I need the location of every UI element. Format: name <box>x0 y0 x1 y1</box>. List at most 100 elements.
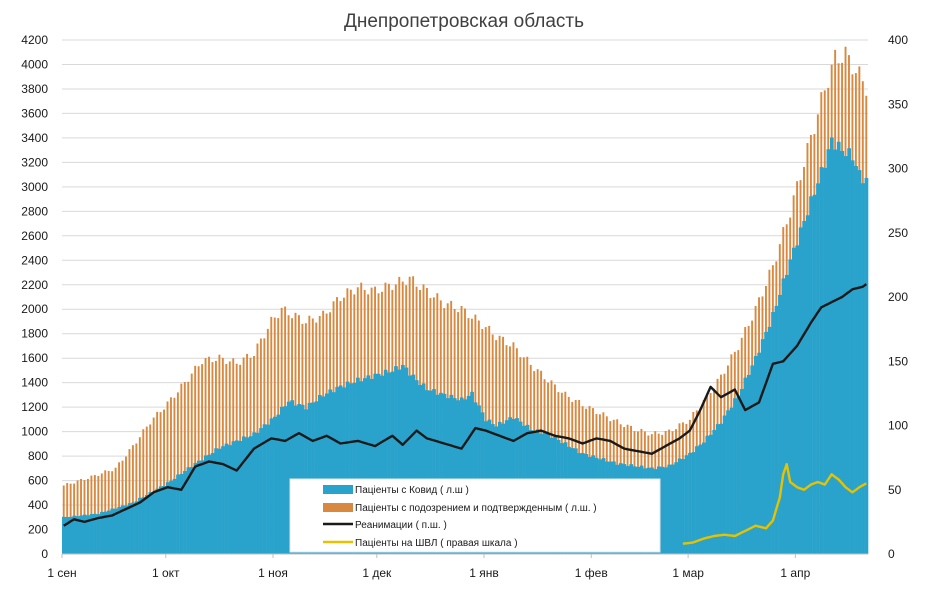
left-tick-label-11: 2200 <box>21 278 48 292</box>
suspected-bar-22 <box>138 437 141 554</box>
covid-bar-40 <box>200 460 205 554</box>
suspected-bar-40 <box>201 364 204 554</box>
covid-bar-18 <box>124 505 129 554</box>
right-tick-label-8: 400 <box>888 33 908 47</box>
covid-bar-200 <box>753 356 758 554</box>
covid-bar-111 <box>445 398 450 554</box>
covid-bar-72 <box>311 402 315 554</box>
legend-swatch-suspected <box>323 503 353 512</box>
covid-bar-180 <box>684 455 689 554</box>
left-tick-label-7: 1400 <box>21 376 48 390</box>
covid-bar-114 <box>456 400 461 554</box>
covid-bar-221 <box>826 149 831 555</box>
left-tick-label-18: 3600 <box>21 106 48 120</box>
covid-bar-25 <box>148 491 153 554</box>
covid-bar-6 <box>82 514 87 554</box>
covid-bar-66 <box>290 400 295 554</box>
suspected-bar-37 <box>190 373 193 554</box>
covid-bar-34 <box>179 473 184 554</box>
covid-bar-23 <box>141 497 146 554</box>
covid-bar-85 <box>356 377 360 554</box>
covid-bar-231 <box>861 183 865 554</box>
legend-label-ventilator: Пацiенты на ШВЛ ( правая шкала ) <box>355 538 518 549</box>
covid-bar-108 <box>435 394 440 554</box>
covid-bar-102 <box>414 380 419 554</box>
left-tick-label-4: 800 <box>28 449 48 463</box>
suspected-bar-23 <box>142 429 145 554</box>
covid-bar-21 <box>134 501 139 554</box>
covid-bar-230 <box>857 170 862 554</box>
covid-bar-78 <box>331 392 336 554</box>
right-tick-label-6: 300 <box>888 162 908 176</box>
covid-bar-9 <box>93 513 97 554</box>
covid-bar-38 <box>193 463 198 554</box>
covid-bar-71 <box>307 402 312 554</box>
x-tick-label-7: 1 апр <box>780 566 810 580</box>
covid-bar-181 <box>688 452 692 554</box>
covid-bar-16 <box>117 506 122 554</box>
covid-bar-211 <box>791 247 796 555</box>
covid-bar-90 <box>373 373 378 554</box>
covid-bar-206 <box>774 305 779 554</box>
covid-bar-198 <box>746 374 751 554</box>
covid-bar-116 <box>463 399 468 554</box>
covid-bar-212 <box>795 245 800 554</box>
covid-bar-110 <box>442 393 447 554</box>
covid-bar-10 <box>96 514 101 554</box>
x-axis-ticks: 1 сен 1 окт 1 ноя 1 дек 1 янв 1 фев 1 мар 1 апр <box>47 554 811 580</box>
covid-bar-192 <box>726 410 730 554</box>
covid-bar-0 <box>62 516 66 554</box>
covid-bar-94 <box>387 372 391 554</box>
covid-bar-216 <box>809 196 813 554</box>
covid-bar-175 <box>667 464 672 554</box>
covid-bar-64 <box>283 406 288 554</box>
covid-bar-12 <box>103 511 108 554</box>
left-tick-label-3: 600 <box>28 474 48 488</box>
covid-bar-76 <box>324 393 329 554</box>
left-tick-label-5: 1000 <box>21 425 48 439</box>
covid-bar-43 <box>210 453 215 554</box>
covid-bar-17 <box>120 505 125 554</box>
covid-bar-100 <box>407 375 412 554</box>
covid-bar-213 <box>798 227 803 554</box>
covid-bar-96 <box>394 366 398 554</box>
covid-bar-24 <box>145 495 149 554</box>
suspected-bar-33 <box>176 392 179 554</box>
covid-bar-4 <box>75 516 80 554</box>
covid-bar-26 <box>151 491 156 554</box>
suspected-bar-18 <box>125 456 127 554</box>
covid-bar-218 <box>816 183 820 554</box>
icu-line <box>63 283 868 527</box>
left-tick-label-14: 2800 <box>21 204 48 218</box>
covid-bar-77 <box>328 389 333 554</box>
covid-bar-202 <box>760 339 765 554</box>
covid-bar-39 <box>196 460 201 554</box>
covid-bar-215 <box>805 215 810 555</box>
covid-bar-22 <box>138 497 142 554</box>
x-tick-label-1: 1 окт <box>152 566 180 580</box>
covid-bar-98 <box>401 364 405 554</box>
x-tick-label-4: 1 янв <box>469 566 499 580</box>
covid-bar-228 <box>850 160 855 554</box>
covid-bar-193 <box>729 407 734 554</box>
right-tick-label-1: 50 <box>888 483 902 497</box>
legend-label-covid: Пацiенты с Ковид ( л.ш ) <box>355 485 469 496</box>
right-tick-label-5: 250 <box>888 226 908 240</box>
covid-bar-86 <box>359 381 364 554</box>
covid-bar-53 <box>245 437 250 554</box>
covid-bar-178 <box>677 458 682 554</box>
covid-bar-173 <box>660 466 665 554</box>
covid-bar-117 <box>466 395 471 554</box>
suspected-bar-31 <box>170 397 172 554</box>
covid-bar-208 <box>781 278 786 554</box>
covid-bar-42 <box>207 454 212 554</box>
covid-bar-227 <box>847 148 852 554</box>
left-tick-label-10: 2000 <box>21 302 48 316</box>
covid-bar-219 <box>819 167 824 554</box>
x-tick-label-0: 1 сен <box>47 566 76 580</box>
left-tick-label-19: 3800 <box>21 82 48 96</box>
covid-bar-107 <box>432 389 436 554</box>
covid-bar-73 <box>314 401 319 554</box>
covid-bar-191 <box>722 415 727 554</box>
covid-bar-50 <box>234 440 239 554</box>
